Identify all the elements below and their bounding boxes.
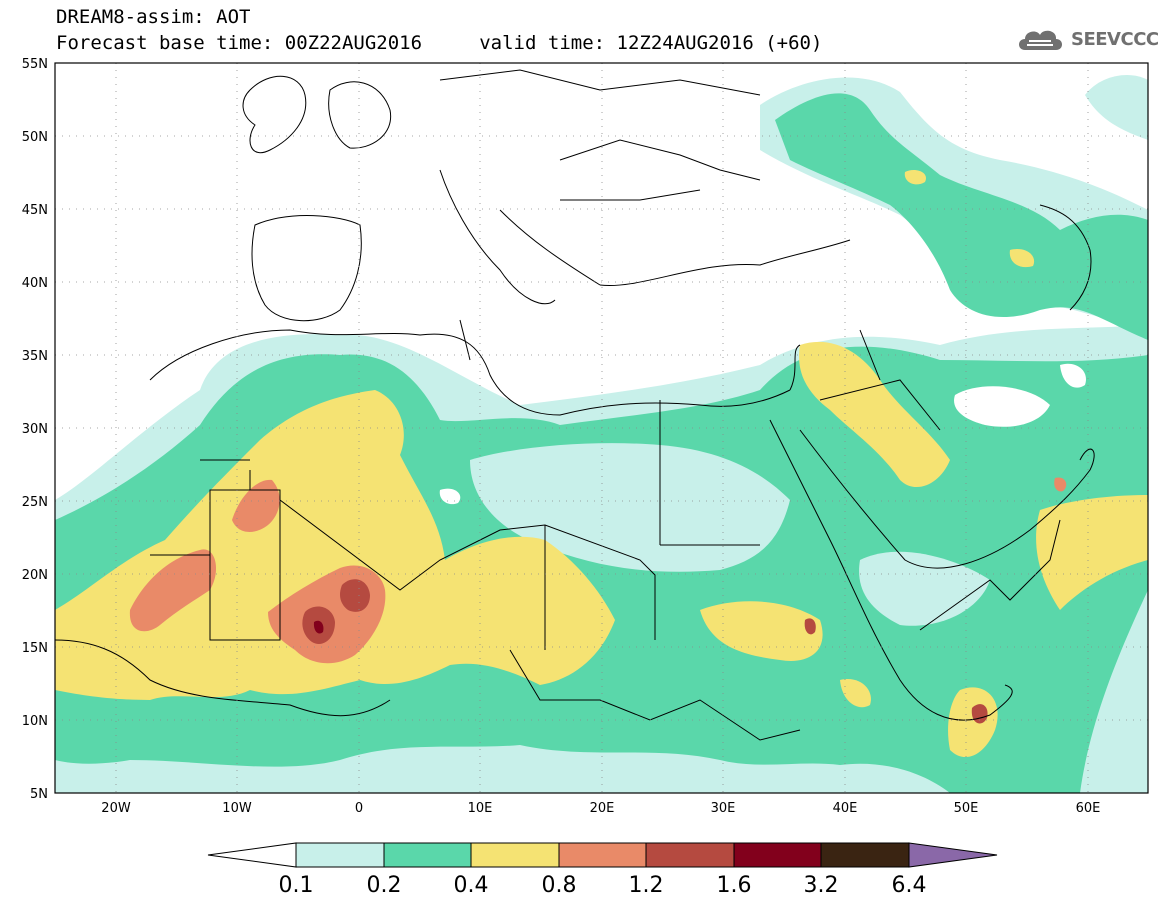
- colorbar-segment: [558, 842, 647, 868]
- lat-label: 5N: [30, 787, 48, 802]
- colorbar-high-arrow: [908, 842, 998, 868]
- logo-text: SEEVCCC: [1071, 28, 1159, 50]
- longitude-labels: 20W 10W 0 10E 20E 30E 40E 50E 60E: [101, 801, 1100, 816]
- map-frame: [54, 62, 1149, 794]
- lon-label: 30E: [711, 801, 736, 816]
- colorbar-segment: [383, 842, 472, 868]
- coastlines: [55, 69, 1095, 741]
- colorbar-segment: [470, 842, 560, 868]
- lat-label: 20N: [22, 568, 48, 583]
- lon-label: 50E: [954, 801, 979, 816]
- lat-label: 15N: [22, 641, 48, 656]
- colorbar-label: 1.2: [629, 873, 664, 898]
- aot-level-0.1-inner: [470, 443, 990, 626]
- lon-label: 20W: [101, 801, 131, 816]
- aot-field: [55, 63, 1148, 793]
- colorbar-label: 0.8: [542, 873, 577, 898]
- seevccc-logo: SEEVCCC: [1015, 24, 1159, 54]
- colorbar: 0.1 0.2 0.4 0.8 1.2 1.6 3.2 6.4: [207, 842, 998, 898]
- colorbar-segment: [645, 842, 735, 868]
- lat-label: 45N: [22, 203, 48, 218]
- colorbar-label: 0.2: [367, 873, 402, 898]
- lon-label: 10E: [468, 801, 493, 816]
- aot-level-1.6: [313, 620, 324, 634]
- lat-label: 35N: [22, 349, 48, 364]
- colorbar-segment: [295, 842, 385, 868]
- latitude-labels: 55N 50N 45N 40N 35N 30N 25N 20N 15N 10N …: [22, 57, 48, 802]
- lon-label: 20E: [590, 801, 615, 816]
- lat-label: 50N: [22, 130, 48, 145]
- forecast-time-line: Forecast base time: 00Z22AUG2016 valid t…: [56, 32, 823, 54]
- lon-label: 60E: [1076, 801, 1101, 816]
- lat-label: 30N: [22, 422, 48, 437]
- lon-label: 10W: [222, 801, 252, 816]
- aot-level-0.4: [55, 170, 1148, 758]
- graticule: [55, 63, 1148, 793]
- colorbar-label: 6.4: [892, 873, 927, 898]
- lat-label: 40N: [22, 276, 48, 291]
- lon-label: 0: [355, 801, 363, 816]
- colorbar-segment: [820, 842, 910, 868]
- lat-label: 55N: [22, 57, 48, 72]
- colorbar-low-arrow: [207, 842, 297, 868]
- colorbar-segment: [733, 842, 822, 868]
- cloud-icon: [1019, 30, 1062, 50]
- colorbar-label: 1.6: [717, 873, 752, 898]
- colorbar-label: 0.4: [454, 873, 489, 898]
- colorbar-label: 3.2: [804, 873, 839, 898]
- lon-label: 40E: [833, 801, 858, 816]
- colorbar-label: 0.1: [279, 873, 314, 898]
- lat-label: 25N: [22, 495, 48, 510]
- map-title: DREAM8-assim: AOT: [56, 6, 251, 28]
- lat-label: 10N: [22, 714, 48, 729]
